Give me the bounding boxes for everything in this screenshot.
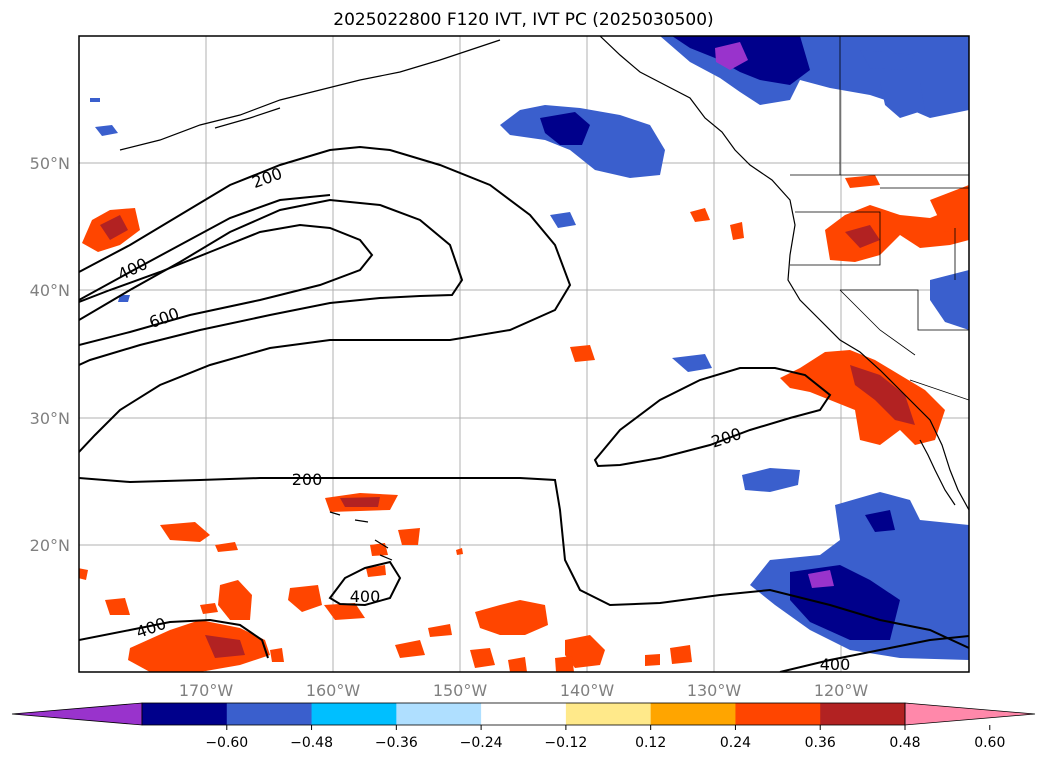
lon-label: 150°W (433, 681, 488, 700)
political-borders (790, 36, 969, 401)
colorbar-bin (820, 703, 906, 725)
map-title: 2025022800 F120 IVT, IVT PC (2025030500) (333, 10, 714, 30)
colorbar-tick-label: 0.12 (635, 735, 666, 751)
contour-label: 400 (350, 587, 381, 606)
contour-label: 400 (820, 655, 851, 674)
colorbar-tick-label: 0.24 (720, 735, 751, 751)
positive-pc-regions (79, 175, 969, 672)
colorbar-tick-label: 0.48 (889, 735, 920, 751)
colorbar (11, 702, 1036, 726)
negative-pc-regions (90, 36, 969, 660)
colorbar-bin (565, 703, 652, 725)
map-frame (78, 35, 970, 673)
colorbar-bin (311, 703, 397, 725)
colorbar-tick-label: 0.60 (974, 735, 1005, 751)
colorbar-tick-label: −0.48 (290, 735, 333, 751)
colorbar-tick-label: −0.12 (544, 735, 587, 751)
lon-label: 160°W (306, 681, 361, 700)
graticule (79, 36, 969, 672)
lon-label: 120°W (814, 681, 869, 700)
coastlines (119, 36, 969, 561)
colorbar-frame (141, 702, 906, 726)
colorbar-bin (650, 703, 736, 725)
colorbar-bin (142, 703, 228, 725)
lat-label: 50°N (30, 154, 70, 173)
lon-label: 170°W (179, 681, 234, 700)
ivt-contours (79, 145, 969, 672)
colorbar-tick-label: −0.60 (205, 735, 248, 751)
lon-label: 140°W (560, 681, 615, 700)
lat-label: 40°N (30, 281, 70, 300)
colorbar-tick-label: −0.24 (460, 735, 503, 751)
colorbar-extend-high (904, 702, 1036, 726)
lat-label: 20°N (30, 536, 70, 555)
colorbar-extend-low (11, 702, 143, 726)
latitude-labels: 50°N 40°N 30°N 20°N (30, 154, 70, 555)
colorbar-tick-label: −0.36 (375, 735, 418, 751)
contour-label: 200 (292, 470, 323, 489)
colorbar-bin (396, 703, 482, 725)
lat-label: 30°N (30, 409, 70, 428)
lon-label: 130°W (687, 681, 742, 700)
colorbar-bin (226, 703, 313, 725)
longitude-labels: 170°W 160°W 150°W 140°W 130°W 120°W (179, 681, 869, 700)
colorbar-bin (481, 703, 567, 725)
colorbar-bin (735, 703, 821, 725)
colorbar-tick-label: 0.36 (805, 735, 836, 751)
colorbar-tick-labels: −0.60 −0.48 −0.36 −0.24 −0.12 0.12 0.24 0.36 0.4… (205, 725, 1005, 751)
